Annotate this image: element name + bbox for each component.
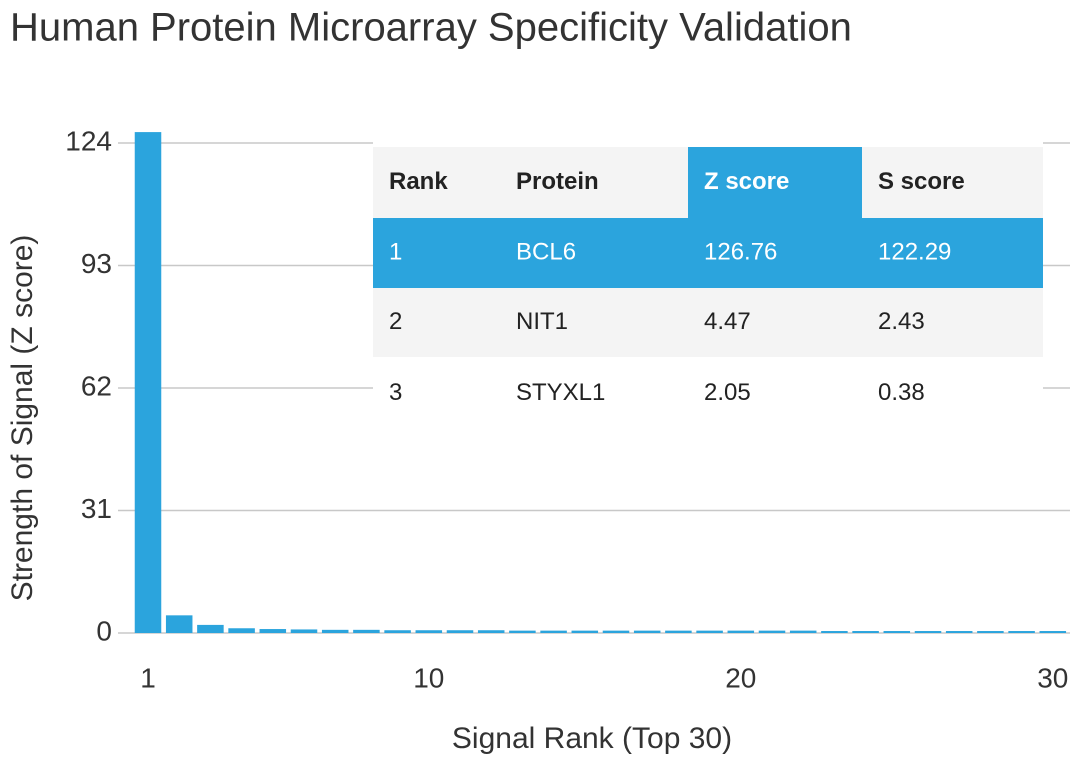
table-cell: 1 [389,238,402,265]
bar [633,630,661,633]
table-row [373,357,1043,430]
table-cell: 122.29 [878,238,951,265]
table: Rank Protein Z score S score 1 BCL6 126.76 122.… [373,140,1043,430]
bar [384,630,411,633]
table-cell: STYXL1 [516,379,605,406]
column-header: Protein [516,168,599,195]
bar [540,630,567,633]
bar [415,630,443,633]
bar [883,631,911,633]
x-tick-label: 30 [1037,662,1068,693]
bar [1039,631,1067,633]
bar [477,630,505,633]
y-tick-label: 124 [65,125,112,156]
y-tick-label: 93 [81,248,112,279]
bar [321,629,349,633]
bar [165,615,193,633]
bar [509,630,536,633]
table-cell: 0.38 [878,379,925,406]
table-cell: 2 [389,308,402,335]
y-tick-label: 62 [81,370,112,401]
x-tick-label: 20 [725,662,756,693]
table-cell: NIT1 [516,308,568,335]
y-axis-label: Strength of Signal (Z score) [6,235,39,602]
table-cell: 3 [389,379,402,406]
bar [852,631,879,633]
table-cell: 2.43 [878,308,925,335]
column-header: S score [878,168,965,195]
bar [1008,631,1035,633]
table-row [373,218,1043,288]
y-tick-label: 31 [81,493,112,524]
bar [821,631,848,633]
bar [290,629,318,633]
bar [758,630,786,633]
column-header: Z score [704,168,789,195]
bar [696,630,723,633]
table-cell: BCL6 [516,238,576,265]
bar [602,630,630,633]
bar [789,630,817,633]
x-tick-label: 10 [413,662,444,693]
bar [571,630,599,633]
table-row [373,288,1043,357]
column-header: Rank [389,168,448,195]
chart-title: Human Protein Microarray Specificity Val… [10,6,852,50]
x-axis-label: Signal Rank (Top 30) [452,722,732,755]
bar [914,631,942,633]
bar [197,624,224,633]
bar [353,629,380,633]
table-cell: 126.76 [704,238,777,265]
x-tick-label: 1 [140,662,156,693]
bar [134,132,162,633]
bar [259,629,287,633]
bar [945,631,973,633]
bar [446,630,474,633]
bar [228,628,255,633]
table-cell: 2.05 [704,379,751,406]
bar [977,631,1004,633]
bar [665,630,692,633]
y-tick-label: 0 [96,615,112,646]
table-cell: 4.47 [704,308,751,335]
bar [727,630,755,633]
header-highlight [688,147,862,218]
